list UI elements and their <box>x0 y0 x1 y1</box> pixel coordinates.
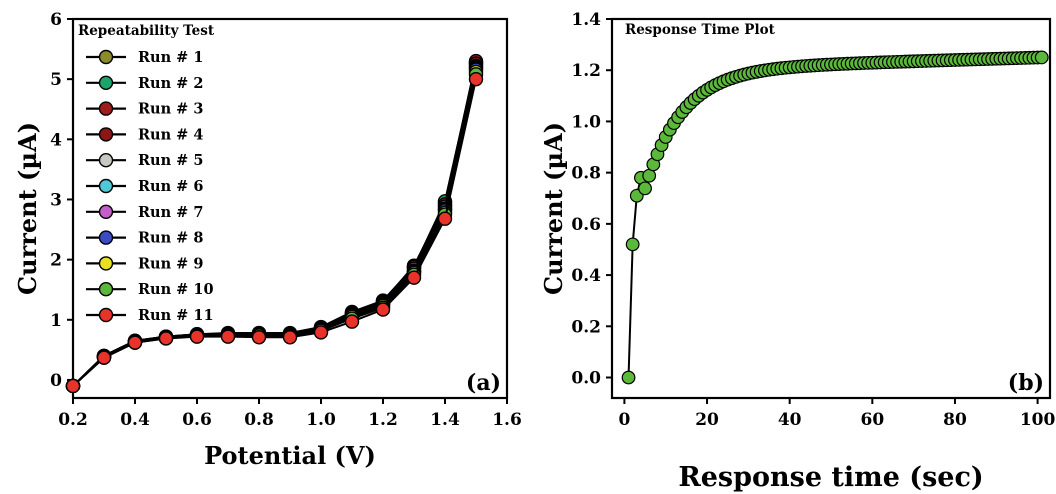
plot-frame <box>610 17 1052 400</box>
legend-marker <box>98 256 114 271</box>
x-axis-title: Potential (V) <box>204 441 376 470</box>
x-tick-label: 0 <box>618 410 630 430</box>
y-tick-label: 6 <box>50 10 62 30</box>
x-tick-label: 0.2 <box>58 410 88 430</box>
data-point <box>625 237 640 252</box>
panel-a-repeatability-chart: 0.2 0.4 0.6 0.8 1.0 1.2 1.4 1.6 0 1 2 3 4 5 6 Potential… <box>13 10 522 470</box>
x-tick-label: 20 <box>695 410 719 430</box>
panel-b-response-time-chart: 0 20 40 60 80 100 0.0 0.2 0.4 0.6 0.8 1.0 1.2 1.4 Resp… <box>539 10 1056 493</box>
legend-entry-label: Run # 6 <box>138 178 203 195</box>
legend-entry-label: Run # 10 <box>138 281 214 298</box>
data-point <box>313 325 329 340</box>
data-point <box>220 329 236 344</box>
legend-marker <box>98 282 114 297</box>
data-point <box>375 302 391 317</box>
legend-marker <box>98 49 114 65</box>
y-tick-label: 3 <box>50 190 62 210</box>
data-point <box>406 270 422 285</box>
legend-marker <box>98 307 114 323</box>
data-point <box>282 330 298 345</box>
data-point <box>127 335 143 350</box>
data-point <box>642 168 657 183</box>
y-tick-label: 1.0 <box>571 112 601 132</box>
y-axis-title: Current (µA) <box>13 122 42 295</box>
legend-title: Repeatability Test <box>78 23 215 39</box>
y-tick-label: 4 <box>50 130 62 150</box>
legend-entry-label: Run # 9 <box>138 255 203 272</box>
y-tick-label: 0.6 <box>571 215 601 235</box>
y-axis-title: Current (µA) <box>539 122 568 295</box>
legend-entry-label: Run # 1 <box>138 49 203 66</box>
data-point <box>96 350 112 365</box>
data-point <box>437 211 453 226</box>
legend-marker <box>98 127 114 142</box>
y-tick-label: 0.2 <box>571 317 601 337</box>
panel-label: (b) <box>1008 370 1044 396</box>
plot-frame <box>71 17 509 400</box>
x-tick-label: 80 <box>943 410 967 430</box>
x-tick-label: 60 <box>860 410 884 430</box>
legend-marker <box>98 204 114 220</box>
x-tick-label: 1.6 <box>492 410 522 430</box>
panel-label: (a) <box>466 370 501 396</box>
legend-marker <box>98 75 114 91</box>
y-tick-label: 0.0 <box>571 369 601 389</box>
legend-marker <box>98 178 114 194</box>
legend-marker <box>98 230 114 245</box>
y-tick-label: 1 <box>50 311 62 331</box>
data-point <box>344 314 360 329</box>
y-tick-label: 0.4 <box>571 266 601 286</box>
x-tick-label: 0.8 <box>244 410 274 430</box>
x-tick-label: 1.0 <box>306 410 336 430</box>
data-point <box>189 329 205 344</box>
y-tick-label: 1.2 <box>571 61 601 81</box>
x-tick-label: 40 <box>778 410 802 430</box>
y-tick-label: 5 <box>50 70 62 90</box>
legend-entry-label: Run # 3 <box>138 101 203 118</box>
data-point <box>621 370 636 385</box>
legend-entry-label: Run # 8 <box>138 230 203 247</box>
data-point <box>158 331 174 346</box>
legend-marker <box>98 152 114 168</box>
x-tick-label: 0.6 <box>182 410 212 430</box>
legend-entry-label: Run # 11 <box>138 307 214 324</box>
legend-entry-label: Run # 5 <box>138 152 203 169</box>
x-tick-label: 1.4 <box>430 410 460 430</box>
y-tick-label: 1.4 <box>571 10 601 30</box>
y-tick-label: 0 <box>50 371 62 391</box>
legend-entry-label: Run # 7 <box>138 204 203 221</box>
x-tick-label: 100 <box>1020 410 1056 430</box>
y-tick-label: 2 <box>50 251 62 271</box>
data-point <box>251 330 267 345</box>
legend-entry-label: Run # 2 <box>138 75 203 92</box>
data-point <box>65 378 81 394</box>
legend-marker <box>98 101 114 116</box>
y-tick-label: 0.8 <box>571 164 601 184</box>
data-point <box>1034 50 1049 65</box>
data-point <box>638 181 652 196</box>
x-axis-title: Response time (sec) <box>678 462 983 493</box>
chart-title: Response Time Plot <box>625 22 776 38</box>
x-tick-label: 0.4 <box>120 410 150 430</box>
x-tick-label: 1.2 <box>368 410 398 430</box>
legend-entry-label: Run # 4 <box>138 126 203 143</box>
data-point <box>468 71 484 87</box>
